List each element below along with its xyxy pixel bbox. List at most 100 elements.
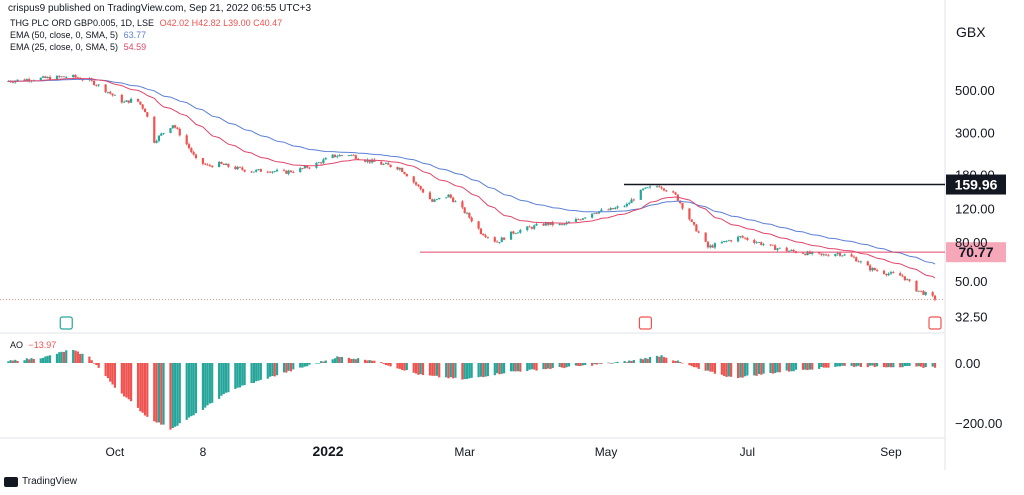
ao-bar	[338, 357, 341, 363]
candle-body	[479, 228, 483, 234]
candle-body	[139, 101, 142, 105]
candle-body	[820, 253, 823, 255]
candle-body	[380, 161, 383, 165]
ao-bar	[665, 357, 668, 363]
candle-body	[373, 159, 376, 162]
ao-bar	[431, 363, 434, 376]
ao-bar	[551, 363, 554, 368]
ao-bar	[169, 363, 172, 430]
candle-body	[662, 188, 666, 191]
candle-body	[255, 169, 258, 172]
ao-bar	[32, 359, 35, 363]
footer: TradingView	[4, 476, 77, 487]
candle-body	[855, 257, 858, 262]
time-tick-label: Mar	[454, 445, 475, 459]
ao-bar	[333, 358, 337, 363]
ao-bar	[301, 363, 304, 368]
candle-body	[136, 98, 140, 102]
candle-body	[113, 94, 116, 96]
ao-tick-label: −200.00	[955, 416, 1002, 431]
ao-bar	[178, 363, 181, 424]
ao-bar	[190, 363, 193, 417]
candle-body	[681, 203, 684, 209]
ao-bar	[421, 363, 425, 376]
candle-body	[287, 170, 290, 174]
legend-ema50-row: EMA (50, close, 0, SMA, 5) 63.77	[10, 30, 146, 41]
ao-bar	[850, 363, 853, 366]
candle-body	[433, 199, 436, 202]
candle-body	[806, 251, 809, 256]
footer-brand[interactable]: TradingView	[22, 476, 78, 487]
ao-bar	[153, 363, 156, 422]
candles	[7, 74, 937, 302]
ao-bar	[347, 357, 350, 363]
ao-bar	[194, 363, 198, 414]
ao-bar	[41, 357, 45, 363]
candle-body	[567, 221, 571, 223]
ao-bar	[322, 361, 325, 363]
candle-body	[384, 163, 388, 164]
ao-bar	[88, 356, 91, 363]
price-tick-label: 120.00	[955, 201, 995, 216]
ao-bar	[250, 363, 253, 384]
ao-bar	[461, 363, 464, 380]
ao-bar	[486, 363, 489, 377]
candle-body	[243, 169, 246, 172]
ao-bar	[74, 350, 77, 363]
ao-bar	[419, 363, 422, 375]
ao-bar	[875, 363, 879, 367]
ao-bar	[224, 363, 228, 393]
candle-body	[774, 245, 777, 250]
candle-body	[493, 237, 496, 242]
candle-body	[625, 203, 628, 207]
candle-body	[445, 197, 448, 199]
legend-ema50-label[interactable]: EMA (50, close, 0, SMA, 5)	[10, 30, 119, 40]
ao-bar	[560, 363, 564, 368]
candle-body	[398, 167, 401, 170]
ao-bar	[257, 363, 260, 381]
legend-ema25-label[interactable]: EMA (25, close, 0, SMA, 5)	[10, 42, 119, 52]
candle-body	[331, 154, 334, 158]
candle-body	[74, 74, 77, 78]
candle-body	[143, 108, 147, 113]
ao-bar	[630, 360, 633, 363]
candle-body	[275, 169, 279, 172]
candle-body	[850, 254, 853, 257]
ao-bar	[206, 363, 209, 406]
ao-bar	[111, 363, 114, 385]
ao-bar	[227, 363, 230, 393]
candle-body	[496, 241, 499, 243]
ao-bar	[266, 363, 269, 379]
candle-body	[727, 240, 730, 242]
candle-body	[319, 162, 323, 164]
ao-bar	[509, 363, 513, 372]
ao-bar	[65, 350, 68, 363]
candle-body	[692, 221, 696, 225]
candle-body	[340, 154, 344, 156]
price-tick-label: 32.50	[955, 310, 988, 325]
ao-bar	[660, 355, 663, 363]
level-label-support: 70.77	[958, 244, 993, 260]
ao-bar	[755, 363, 758, 376]
ema50-line	[8, 78, 936, 265]
ao-bar	[544, 363, 547, 370]
candle-body	[336, 156, 339, 158]
price-axis: 500.00 300.00 180.00 120.00 80.00 50.00 32.50 0…	[955, 83, 1002, 431]
ao-bar	[477, 363, 480, 378]
legend-symbol[interactable]: THG PLC ORD GBP0.005, 1D, LSE	[10, 18, 155, 28]
ao-bar	[514, 363, 517, 372]
ao-bar	[565, 363, 568, 368]
candle-body	[308, 167, 311, 169]
candle-body	[477, 221, 480, 229]
ao-label[interactable]: AO	[10, 340, 24, 350]
candle-body	[790, 249, 793, 251]
candle-body	[903, 276, 906, 281]
candle-body	[257, 169, 260, 170]
ao-bar	[308, 363, 311, 365]
candle-body	[639, 189, 642, 200]
ao-bar	[825, 363, 828, 368]
candle-body	[224, 163, 228, 166]
candle-body	[250, 171, 253, 173]
ao-bar	[412, 363, 415, 373]
